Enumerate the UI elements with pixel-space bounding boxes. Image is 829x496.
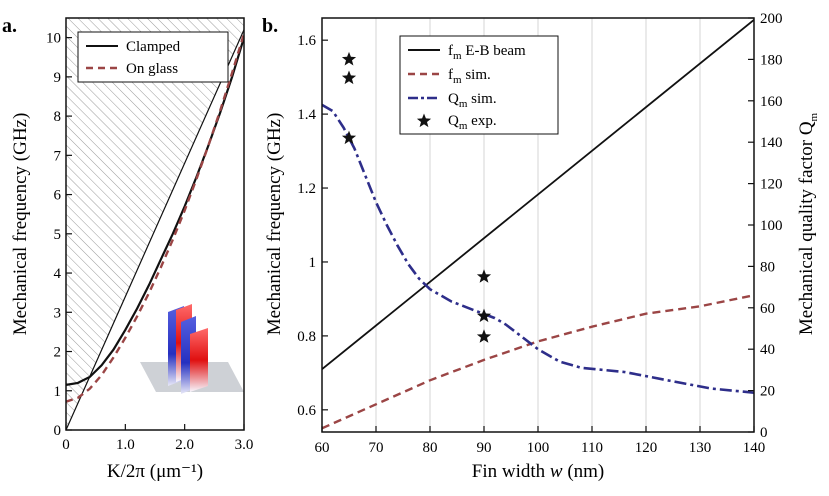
panel-b-y2tick-label: 40	[760, 342, 775, 358]
panel-b-y2tick-label: 180	[760, 52, 783, 68]
series-on-glass-line	[66, 33, 244, 403]
panel-a-frame	[65, 17, 245, 431]
panel-b-label: b.	[262, 15, 278, 37]
panel-b-y2tick-label: 120	[760, 177, 783, 193]
panel-b-ytick-label: 0.8	[297, 329, 316, 345]
series-fm-eb-beam-line	[322, 19, 754, 370]
panel-b-xtick-label: 70	[369, 440, 384, 456]
panel-b-y2tick-label: 0	[760, 425, 768, 441]
panel-b-xtick-label: 60	[315, 440, 330, 456]
panel-a-label: a.	[2, 15, 17, 37]
panel-a-ytick-label: 1	[54, 384, 62, 400]
panel-a-ylabel: Mechanical frequency (GHz)	[10, 113, 31, 336]
panel-a-legend: Clamped On glass	[77, 31, 229, 83]
panel-a-ytick-label: 2	[54, 345, 62, 361]
panel-b-y2label: Mechanical quality factor Qm	[796, 112, 820, 335]
panel-b-ytick-label: 1.2	[297, 181, 316, 197]
light-line	[66, 29, 244, 430]
legend-label-fm-eb: fm E-B beam	[448, 43, 526, 62]
panel-b-legend: fm E-B beam fm sim. Qm sim. Qm exp.	[399, 35, 559, 135]
panel-a-ytick-label: 0	[54, 423, 62, 439]
panel-b-xtick-label: 120	[635, 440, 658, 456]
panel-a-xtick-label: 2.0	[175, 437, 194, 453]
panel-b-ytick-label: 0.6	[297, 403, 316, 419]
qm-exp-point	[341, 130, 357, 145]
panel-a-ticks: 0 1.0 2.0 3.0 0 1 2 3 4 5 6 7 8 9 10	[46, 31, 253, 453]
panel-a-ytick-label: 10	[46, 31, 61, 47]
legend-label-on-glass: On glass	[126, 61, 178, 77]
panel-a-xtick-label: 0	[62, 437, 70, 453]
mode-shape-inset	[140, 304, 244, 394]
legend-label-qm-sim: Qm sim.	[448, 91, 497, 110]
panel-a-ytick-label: 9	[54, 70, 62, 86]
panel-a: a. 0 1.0 2.0 3.0 0 1 2 3 4 5 6 7 8 9 10 Clamped On gla…	[2, 15, 253, 482]
panel-b-y2tick-label: 60	[760, 301, 775, 317]
panel-b-ytick-label: 1.4	[297, 107, 316, 123]
legend-box-b	[399, 35, 559, 135]
panel-a-ytick-label: 3	[54, 305, 62, 321]
legend-key-qm-exp	[416, 113, 432, 128]
qm-exp-point	[476, 329, 492, 343]
panel-b-y2tick-label: 160	[760, 94, 783, 110]
panel-b-y2tick-label: 20	[760, 384, 775, 400]
panel-b-ylabel: Mechanical frequency (GHz)	[264, 113, 285, 336]
panel-a-ytick-label: 5	[54, 227, 62, 243]
fin-front-red	[190, 328, 208, 392]
panel-b-y2tick-label: 140	[760, 135, 783, 151]
series-fm-sim-line	[322, 294, 754, 430]
legend-label-clamped: Clamped	[126, 39, 181, 55]
panel-a-xtick-label: 3.0	[235, 437, 254, 453]
panel-a-ytick-label: 6	[54, 188, 62, 204]
panel-b-xtick-label: 140	[743, 440, 766, 456]
qm-exp-point	[341, 70, 357, 85]
panel-b-ytick-label: 1.6	[297, 33, 316, 49]
panel-b: b. 60 70 80 90 100 110 120 130 140 0.6 0.8 1 1.2 1.4 1…	[262, 11, 820, 482]
panel-b-y2tick-label: 100	[760, 218, 783, 234]
panel-b-y2tick-label: 200	[760, 11, 783, 27]
panel-b-ticks: 60 70 80 90 100 110 120 130 140 0.6 0.8 1 1.2 1.4 1.6 0…	[297, 11, 782, 456]
legend-label-qm-exp: Qm exp.	[448, 113, 497, 132]
panel-b-xlabel: Fin width w (nm)	[472, 461, 605, 482]
series-qm-exp-points	[341, 51, 492, 343]
panel-b-ytick-label: 1	[309, 255, 317, 271]
panel-a-ytick-label: 7	[54, 148, 62, 164]
hatched-region	[66, 18, 244, 430]
qm-exp-point	[341, 51, 357, 66]
panel-b-xtick-label: 130	[689, 440, 712, 456]
qm-exp-point	[476, 269, 492, 283]
legend-box-a	[77, 31, 229, 83]
legend-label-fm-sim: fm sim.	[448, 67, 491, 86]
panel-a-xlabel: K/2π (μm⁻¹)	[107, 461, 203, 482]
panel-a-ytick-label: 4	[54, 266, 62, 282]
panel-b-xtick-label: 80	[423, 440, 438, 456]
qm-exp-point	[476, 308, 492, 323]
panel-a-xtick-label: 1.0	[116, 437, 135, 453]
panel-a-ytick-label: 8	[54, 109, 62, 125]
panel-b-y2tick-label: 80	[760, 259, 775, 275]
panel-b-xtick-label: 110	[581, 440, 603, 456]
panel-b-xtick-label: 100	[527, 440, 550, 456]
panel-b-xtick-label: 90	[477, 440, 492, 456]
